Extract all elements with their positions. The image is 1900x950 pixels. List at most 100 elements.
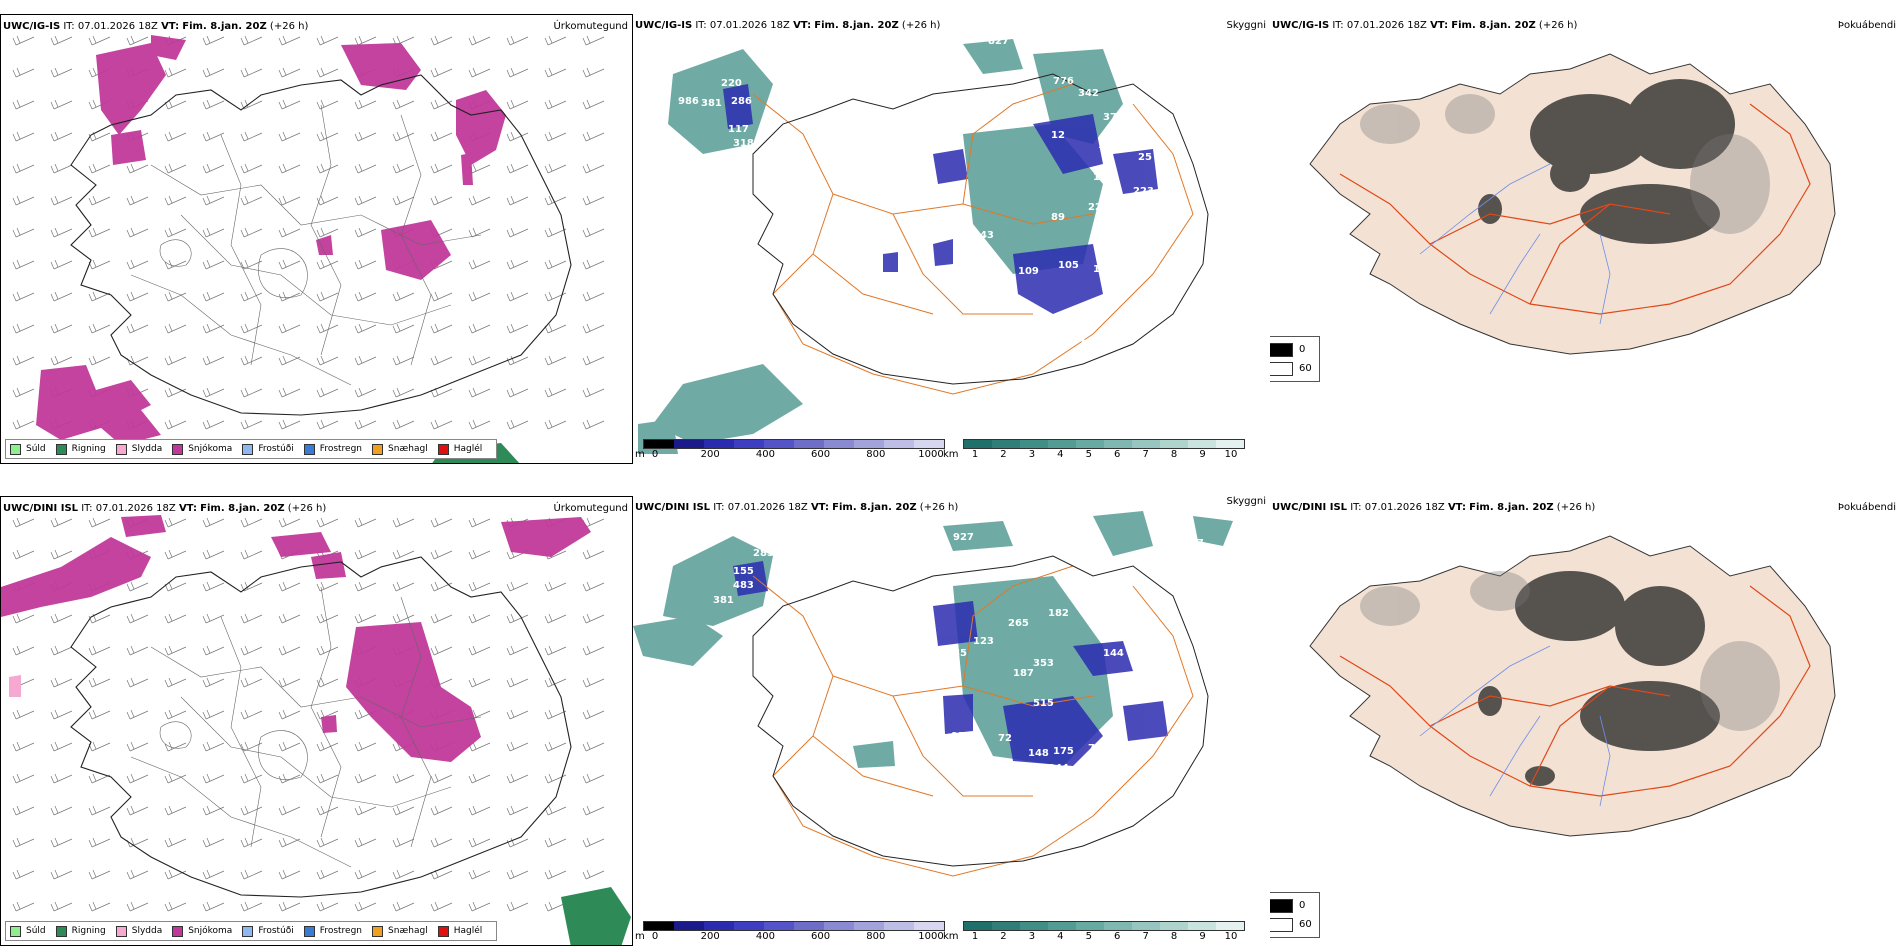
wind-barb <box>316 163 339 174</box>
wind-barb <box>50 613 73 624</box>
wind-barb <box>544 35 567 46</box>
wind-barb <box>278 709 301 720</box>
cloud-panel-top: UWC/IG-IS IT: 07.01.2026 18Z VT: Fim. 8.… <box>633 14 1270 464</box>
wind-barb <box>392 419 415 430</box>
legend-label: Snæhagl <box>388 926 428 936</box>
legend-item: Frostregn <box>303 443 362 455</box>
wind-barb <box>164 741 187 752</box>
wind-barb <box>506 259 529 270</box>
panel-header: UWC/DINI ISL IT: 07.01.2026 18Z VT: Fim.… <box>1272 502 1595 513</box>
legend-swatch <box>372 443 384 455</box>
wind-barb <box>12 35 35 46</box>
wind-barb <box>316 227 339 238</box>
colorbar-tick-label: 7 <box>1142 931 1149 942</box>
wind-barb <box>88 837 111 848</box>
wind-barb <box>50 837 73 848</box>
legend-label: Slydda <box>131 444 163 454</box>
wind-barb <box>278 581 301 592</box>
wind-barb <box>430 901 453 912</box>
cloud-base-label: 342 <box>1078 88 1099 99</box>
wind-barb <box>354 35 377 46</box>
visibility-unit: km <box>943 931 959 942</box>
colorbar-segment <box>1104 440 1132 448</box>
init-time: 07.01.2026 18Z <box>1346 20 1427 31</box>
wind-barb <box>506 677 529 688</box>
wind-barb <box>164 195 187 206</box>
wind-barb <box>506 99 529 110</box>
wind-barb <box>202 291 225 302</box>
wind-barb <box>164 227 187 238</box>
wind-barb <box>126 741 149 752</box>
panel-title: Skyggni <box>1226 496 1266 507</box>
wind-barb <box>544 419 567 430</box>
colorbar-segment <box>854 922 884 930</box>
colorbar-tick-label: 5 <box>1085 449 1092 460</box>
wind-barb <box>12 227 35 238</box>
wind-barb <box>544 323 567 334</box>
wind-barb <box>12 259 35 270</box>
wind-barb <box>278 323 301 334</box>
colorbar-tick-label: 5 <box>1085 931 1092 942</box>
wind-barb <box>202 613 225 624</box>
wind-barb <box>164 549 187 560</box>
wind-barb <box>430 549 453 560</box>
wind-barb <box>202 645 225 656</box>
snow-areas <box>1 515 591 762</box>
wind-barb <box>12 901 35 912</box>
wind-barb <box>88 355 111 366</box>
wind-barb <box>392 773 415 784</box>
fog-grey-areas <box>1360 94 1770 234</box>
colorbar-segment <box>964 440 992 448</box>
wind-barb <box>582 419 605 430</box>
colorbar-segment <box>1076 922 1104 930</box>
colorbar-tick-label: 800 <box>866 931 886 942</box>
wind-barb <box>544 195 567 206</box>
legend-swatch <box>10 925 21 937</box>
cloud-base-label: 107 <box>1133 264 1154 275</box>
wind-barb <box>240 901 263 912</box>
legend-label: Frostúði <box>258 444 294 454</box>
wind-barb <box>506 227 529 238</box>
wind-barb <box>316 773 339 784</box>
wind-barb <box>506 581 529 592</box>
wind-barb <box>544 837 567 848</box>
wind-barb <box>544 773 567 784</box>
colorbar-segment <box>1076 440 1104 448</box>
wind-barb <box>506 355 529 366</box>
fog-rivers <box>1419 645 1611 807</box>
wind-barb <box>468 67 491 78</box>
wind-barb <box>316 613 339 624</box>
colorbar-segment <box>992 922 1020 930</box>
colorbar-segment <box>644 440 674 448</box>
fog-grey-areas <box>1360 571 1780 731</box>
wind-barb <box>88 645 111 656</box>
init-time: 07.01.2026 18Z <box>95 503 176 514</box>
fog-legend-light <box>1270 362 1293 376</box>
legend-item: Snæhagl <box>372 925 428 937</box>
wind-barb <box>316 195 339 206</box>
wind-barb <box>506 291 529 302</box>
valid-time: Fim. 8.jan. 20Z <box>832 502 917 513</box>
wind-barb <box>544 227 567 238</box>
wind-barb <box>392 387 415 398</box>
legend-swatch <box>303 443 315 455</box>
wind-barb <box>278 805 301 816</box>
wind-barb <box>88 773 111 784</box>
wind-barb <box>582 35 605 46</box>
valid-time: Fim. 8.jan. 20Z <box>182 21 267 32</box>
wind-barb <box>354 901 377 912</box>
wind-barb <box>430 163 453 174</box>
wind-barb <box>202 259 225 270</box>
wind-barb <box>202 355 225 366</box>
wind-barb <box>88 517 111 528</box>
wind-barb <box>164 901 187 912</box>
wind-barb <box>468 35 491 46</box>
wind-barb <box>354 741 377 752</box>
wind-barb <box>12 613 35 624</box>
wind-barb <box>544 613 567 624</box>
cloud-base-label: 109 <box>1018 266 1039 277</box>
wind-barb <box>392 901 415 912</box>
vt-label: VT: <box>161 21 180 32</box>
vt-label: VT: <box>178 503 197 514</box>
